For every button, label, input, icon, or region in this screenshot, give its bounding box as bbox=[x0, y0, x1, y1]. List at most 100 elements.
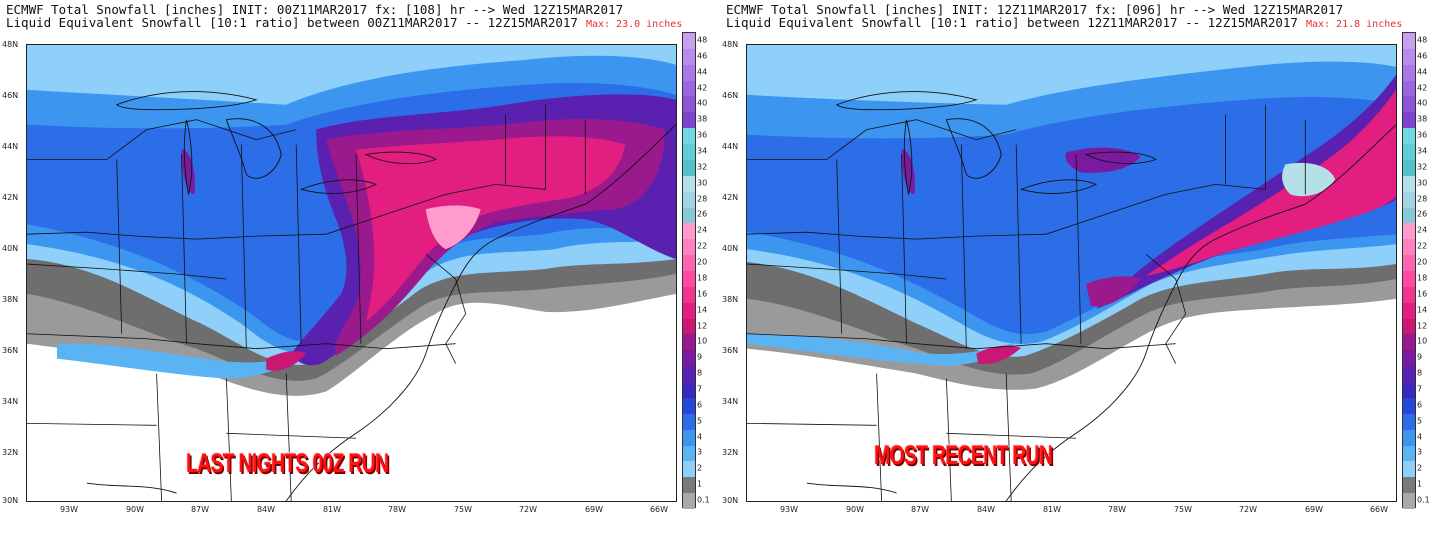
lat-label: 30N bbox=[722, 496, 739, 505]
colorbar-segment bbox=[1403, 223, 1415, 240]
colorbar-segment bbox=[683, 191, 695, 209]
lat-label: 48N bbox=[2, 40, 19, 49]
colorbar-label: 12 bbox=[697, 321, 708, 331]
snowfall-field bbox=[27, 45, 676, 501]
lat-label: 32N bbox=[2, 448, 19, 457]
colorbar-label: 24 bbox=[697, 225, 708, 235]
colorbar-segment bbox=[683, 64, 695, 82]
colorbar-segment bbox=[683, 271, 695, 288]
colorbar-segment bbox=[683, 80, 695, 97]
colorbar-label: 9 bbox=[697, 352, 703, 362]
colorbar-segment bbox=[1403, 175, 1415, 193]
panel-header-line1: ECMWF Total Snowfall [inches] INIT: 12Z1… bbox=[726, 2, 1344, 17]
colorbar-label: 18 bbox=[1417, 273, 1428, 283]
colorbar-label: 20 bbox=[1417, 257, 1428, 267]
colorbar-label: 20 bbox=[697, 257, 708, 267]
snowfall-map bbox=[26, 44, 677, 502]
colorbar-segment bbox=[683, 96, 695, 113]
colorbar-segment bbox=[683, 382, 695, 399]
colorbar-label: 46 bbox=[697, 51, 708, 61]
lon-label: 93W bbox=[779, 505, 799, 514]
colorbar-segment bbox=[683, 239, 695, 256]
colorbar-segment bbox=[683, 33, 695, 50]
lon-label: 69W bbox=[584, 505, 604, 514]
lon-label: 84W bbox=[976, 505, 996, 514]
colorbar bbox=[682, 32, 696, 510]
lat-label: 34N bbox=[722, 397, 739, 406]
lat-label: 44N bbox=[722, 142, 739, 151]
run-overlay-text: LAST NIGHTS 00Z RUN bbox=[186, 448, 389, 478]
lat-label: 46N bbox=[722, 91, 739, 100]
colorbar-label: 34 bbox=[1417, 146, 1428, 156]
colorbar-label: 2 bbox=[1417, 463, 1423, 473]
colorbar-segment bbox=[1403, 128, 1415, 145]
colorbar-segment bbox=[1403, 96, 1415, 113]
lon-label: 93W bbox=[59, 505, 79, 514]
colorbar-label: 14 bbox=[1417, 305, 1428, 315]
colorbar-label: 48 bbox=[1417, 35, 1428, 45]
colorbar-segment bbox=[683, 350, 695, 367]
colorbar-segment bbox=[683, 397, 695, 415]
colorbar-label: 32 bbox=[697, 162, 708, 172]
lat-label: 30N bbox=[2, 496, 19, 505]
colorbar-segment bbox=[1403, 382, 1415, 399]
colorbar-segment bbox=[683, 302, 695, 320]
lat-label: 40N bbox=[722, 244, 739, 253]
colorbar-segment bbox=[1403, 302, 1415, 320]
colorbar-segment bbox=[683, 144, 695, 161]
colorbar bbox=[1402, 32, 1416, 510]
snowfall-panel-12z: ECMWF Total Snowfall [inches] INIT: 12Z1… bbox=[720, 0, 1440, 540]
colorbar-segment bbox=[1403, 318, 1415, 335]
colorbar-label: 22 bbox=[697, 241, 708, 251]
colorbar-label: 8 bbox=[697, 368, 703, 378]
colorbar-label: 34 bbox=[697, 146, 708, 156]
colorbar-label: 44 bbox=[1417, 67, 1428, 77]
colorbar-segment bbox=[683, 223, 695, 240]
colorbar-label: 48 bbox=[697, 35, 708, 45]
colorbar-label: 30 bbox=[1417, 178, 1428, 188]
lon-label: 69W bbox=[1304, 505, 1324, 514]
colorbar-label: 8 bbox=[1417, 368, 1423, 378]
colorbar-label: 7 bbox=[697, 384, 703, 394]
lat-label: 48N bbox=[722, 40, 739, 49]
colorbar-label: 32 bbox=[1417, 162, 1428, 172]
colorbar-segment bbox=[1403, 64, 1415, 82]
colorbar-segment bbox=[683, 128, 695, 145]
lon-label: 72W bbox=[1238, 505, 1258, 514]
colorbar-label: 16 bbox=[697, 289, 708, 299]
colorbar-segment bbox=[1403, 413, 1415, 431]
lat-label: 38N bbox=[2, 295, 19, 304]
colorbar-label: 46 bbox=[1417, 51, 1428, 61]
colorbar-segment bbox=[1403, 144, 1415, 161]
panel-header-line1: ECMWF Total Snowfall [inches] INIT: 00Z1… bbox=[6, 2, 624, 17]
colorbar-segment bbox=[1403, 493, 1415, 510]
colorbar-segment bbox=[683, 429, 695, 447]
colorbar-label: 30 bbox=[697, 178, 708, 188]
lon-label: 75W bbox=[1173, 505, 1193, 514]
lat-label: 44N bbox=[2, 142, 19, 151]
colorbar-segment bbox=[1403, 255, 1415, 272]
colorbar-segment bbox=[1403, 334, 1415, 351]
colorbar-segment bbox=[1403, 477, 1415, 494]
colorbar-segment bbox=[683, 159, 695, 177]
colorbar-label: 14 bbox=[697, 305, 708, 315]
colorbar-segment bbox=[683, 461, 695, 478]
colorbar-segment bbox=[1403, 33, 1415, 50]
run-overlay-text: MOST RECENT RUN bbox=[874, 440, 1053, 470]
panel-header-line2: Liquid Equivalent Snowfall [10:1 ratio] … bbox=[726, 15, 1403, 31]
lon-label: 72W bbox=[518, 505, 538, 514]
colorbar-label: 22 bbox=[1417, 241, 1428, 251]
colorbar-segment bbox=[1403, 48, 1415, 66]
colorbar-label: 3 bbox=[1417, 447, 1423, 457]
colorbar-label: 0.1 bbox=[697, 495, 710, 505]
snowfall-field bbox=[747, 45, 1396, 501]
colorbar-label: 3 bbox=[697, 447, 703, 457]
max-snowfall-label: Max: 23.0 inches bbox=[585, 19, 683, 30]
colorbar-label: 7 bbox=[1417, 384, 1423, 394]
snowfall-panel-00z: ECMWF Total Snowfall [inches] INIT: 00Z1… bbox=[2, 2, 710, 515]
colorbar-label: 16 bbox=[1417, 289, 1428, 299]
colorbar-segment bbox=[1403, 397, 1415, 415]
lat-label: 36N bbox=[722, 346, 739, 355]
colorbar-segment bbox=[1403, 445, 1415, 462]
lat-label: 32N bbox=[722, 448, 739, 457]
